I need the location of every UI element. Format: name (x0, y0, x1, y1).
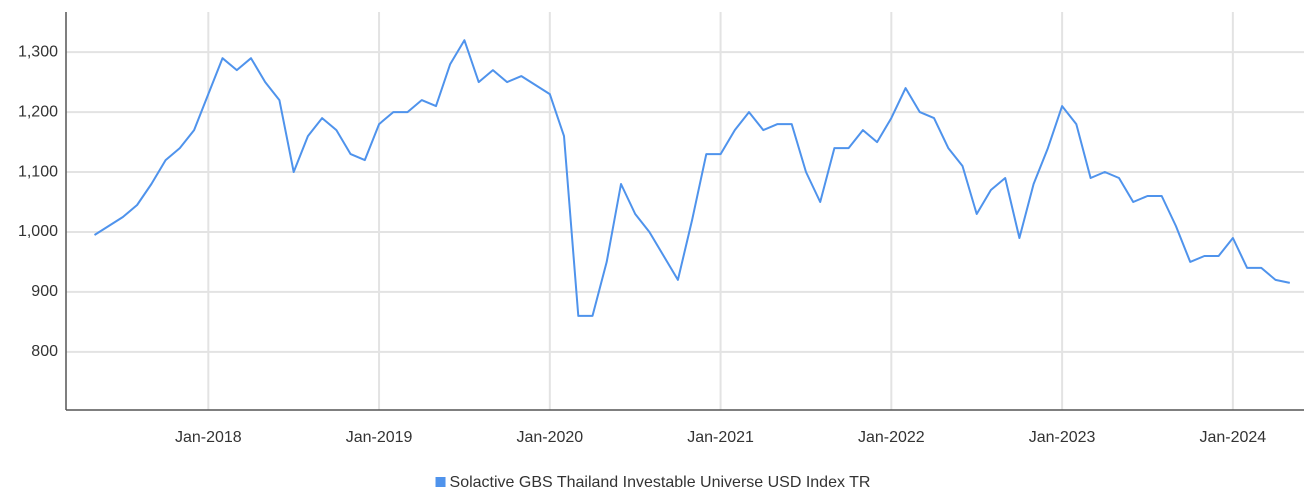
y-tick-label: 900 (31, 283, 58, 300)
legend-swatch (435, 477, 446, 487)
y-tick-label: 1,200 (18, 103, 58, 120)
x-tick-label: Jan-2019 (346, 429, 413, 446)
y-tick-label: 1,000 (18, 223, 58, 240)
y-tick-label: 800 (31, 343, 58, 360)
y-tick-label: 1,100 (18, 163, 58, 180)
x-tick-label: Jan-2023 (1029, 429, 1096, 446)
x-tick-label: Jan-2018 (175, 429, 242, 446)
y-tick-label: 1,300 (18, 43, 58, 60)
x-tick-label: Jan-2020 (516, 429, 583, 446)
x-tick-label: Jan-2022 (858, 429, 925, 446)
data-line (93, 39, 1291, 317)
x-tick-label: Jan-2024 (1199, 429, 1266, 446)
x-tick-label: Jan-2021 (687, 429, 754, 446)
legend-label: Solactive GBS Thailand Investable Univer… (450, 474, 871, 491)
